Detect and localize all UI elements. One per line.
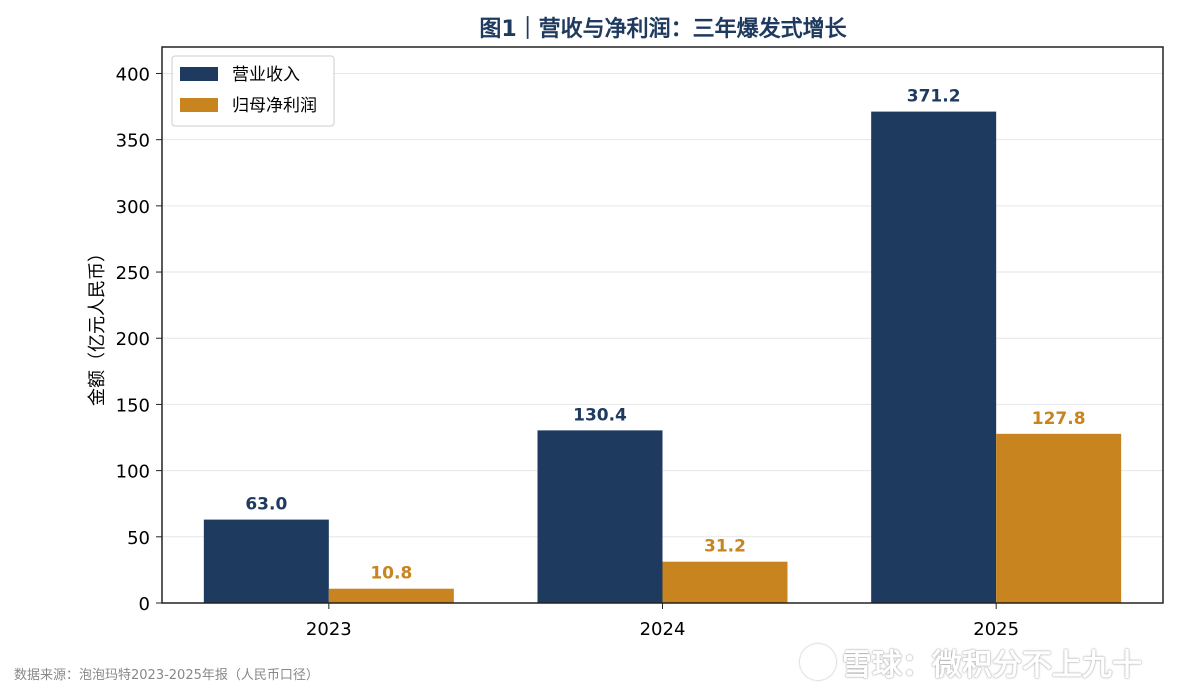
watermark: 雪球：微积分不上九十 <box>800 640 1142 684</box>
bar-value-label: 127.8 <box>1032 409 1086 429</box>
bars <box>203 111 1122 604</box>
x-axis-ticks: 2023 2024 2025 <box>306 603 1019 640</box>
y-axis-ticks: 0 50 100 150 200 250 300 350 400 <box>116 64 162 615</box>
y-tick-label: 350 <box>116 131 150 152</box>
snowball-logo-icon <box>800 644 836 680</box>
legend-label-net-profit: 归母净利润 <box>232 96 317 116</box>
x-tick-label: 2025 <box>973 619 1019 640</box>
y-tick-label: 400 <box>116 64 150 85</box>
bar-value-label: 63.0 <box>245 495 287 515</box>
bar-net-profit-2023 <box>328 588 454 603</box>
legend-swatch-net-profit <box>180 98 218 112</box>
watermark-text: 雪球：微积分不上九十 <box>842 648 1142 683</box>
y-tick-label: 100 <box>116 462 150 483</box>
bar-revenue-2023 <box>203 519 329 603</box>
x-tick-label: 2023 <box>306 619 352 640</box>
bar-value-label: 10.8 <box>370 564 412 584</box>
legend: 营业收入 归母净利润 <box>171 55 335 127</box>
chart-title: 图1｜营收与净利润：三年爆发式增长 <box>479 16 847 42</box>
legend-label-revenue: 营业收入 <box>232 65 300 85</box>
bar-value-label: 31.2 <box>704 537 746 557</box>
bar-net-profit-2024 <box>662 561 788 603</box>
bar-value-label: 130.4 <box>573 405 627 425</box>
bar-revenue-2025 <box>871 111 997 604</box>
source-note: 数据来源：泡泡玛特2023-2025年报（人民币口径） <box>14 668 319 683</box>
bar-revenue-2024 <box>537 430 663 603</box>
y-tick-label: 0 <box>139 594 150 615</box>
x-tick-label: 2024 <box>640 619 686 640</box>
y-tick-label: 200 <box>116 329 150 350</box>
bar-labels: 63.0 10.8 130.4 31.2 371.2 127.8 <box>245 87 1085 584</box>
grid-lines <box>162 72 1163 538</box>
y-tick-label: 150 <box>116 395 150 416</box>
legend-swatch-revenue <box>180 67 218 81</box>
y-axis-label: 金额（亿元人民币） <box>87 244 108 406</box>
bar-net-profit-2025 <box>996 433 1122 603</box>
y-tick-label: 300 <box>116 197 150 218</box>
y-tick-label: 50 <box>127 528 150 549</box>
y-tick-label: 250 <box>116 263 150 284</box>
bar-value-label: 371.2 <box>907 87 961 107</box>
